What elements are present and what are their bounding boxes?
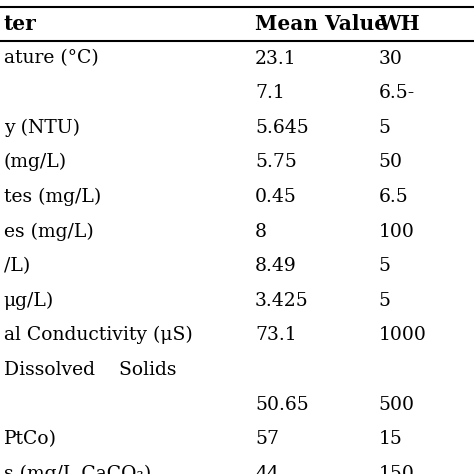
- Text: PtCo): PtCo): [4, 430, 57, 448]
- Text: 150: 150: [378, 465, 414, 474]
- Text: 5: 5: [378, 119, 390, 137]
- Text: 8.49: 8.49: [255, 257, 297, 275]
- Text: 7.1: 7.1: [255, 84, 285, 102]
- Text: μg/L): μg/L): [4, 292, 54, 310]
- Text: tes (mg/L): tes (mg/L): [4, 188, 101, 206]
- Text: 6.5-: 6.5-: [378, 84, 414, 102]
- Text: 5: 5: [378, 292, 390, 310]
- Text: y (NTU): y (NTU): [4, 118, 80, 137]
- Text: 8: 8: [255, 223, 267, 240]
- Text: 1000: 1000: [378, 327, 426, 344]
- Text: 5.75: 5.75: [255, 154, 297, 171]
- Text: 100: 100: [378, 223, 414, 240]
- Text: 73.1: 73.1: [255, 327, 297, 344]
- Text: (mg/L): (mg/L): [4, 153, 67, 172]
- Text: Mean Value: Mean Value: [255, 14, 387, 34]
- Text: WH: WH: [378, 14, 420, 34]
- Text: 3.425: 3.425: [255, 292, 309, 310]
- Text: 30: 30: [378, 50, 402, 67]
- Text: 5: 5: [378, 257, 390, 275]
- Text: 6.5: 6.5: [378, 188, 408, 206]
- Text: ter: ter: [4, 14, 36, 34]
- Text: 15: 15: [378, 430, 402, 448]
- Text: 500: 500: [378, 396, 414, 413]
- Text: 0.45: 0.45: [255, 188, 297, 206]
- Text: 44: 44: [255, 465, 279, 474]
- Text: 5.645: 5.645: [255, 119, 309, 137]
- Text: 50: 50: [378, 154, 402, 171]
- Text: 50.65: 50.65: [255, 396, 309, 413]
- Text: es (mg/L): es (mg/L): [4, 222, 93, 241]
- Text: ature (°C): ature (°C): [4, 50, 99, 67]
- Text: 23.1: 23.1: [255, 50, 297, 67]
- Text: al Conductivity (μS): al Conductivity (μS): [4, 326, 192, 345]
- Text: Dissolved    Solids: Dissolved Solids: [4, 361, 176, 379]
- Text: s (mg/L CaCO₃): s (mg/L CaCO₃): [4, 465, 151, 474]
- Text: 57: 57: [255, 430, 279, 448]
- Text: /L): /L): [4, 257, 30, 275]
